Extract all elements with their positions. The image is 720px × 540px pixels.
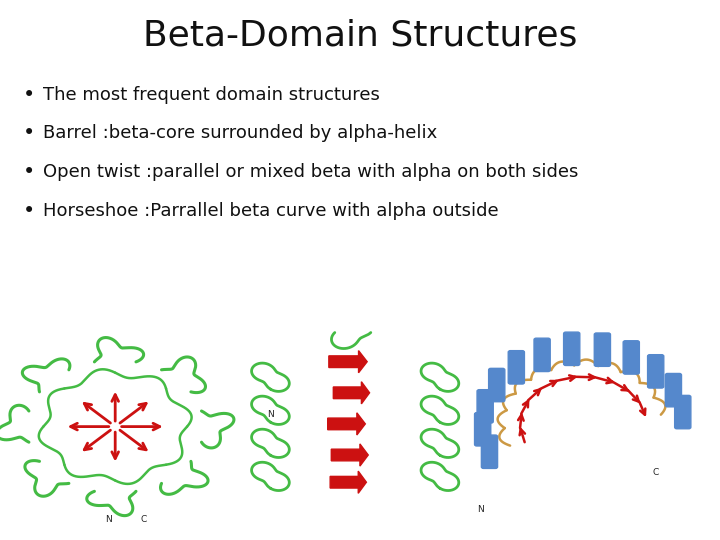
FancyBboxPatch shape (564, 332, 580, 366)
Text: Open twist :parallel or mixed beta with alpha on both sides: Open twist :parallel or mixed beta with … (43, 163, 579, 181)
FancyBboxPatch shape (647, 355, 664, 388)
Text: Horseshoe :Parrallel beta curve with alpha outside: Horseshoe :Parrallel beta curve with alp… (43, 202, 499, 220)
FancyArrow shape (330, 471, 366, 494)
FancyBboxPatch shape (665, 374, 682, 407)
Text: Beta-Domain Structures: Beta-Domain Structures (143, 19, 577, 53)
Text: Barrel :beta-core surrounded by alpha-helix: Barrel :beta-core surrounded by alpha-he… (43, 124, 438, 143)
FancyArrow shape (329, 350, 367, 373)
FancyArrow shape (331, 444, 368, 466)
FancyArrow shape (328, 413, 365, 435)
Text: The most frequent domain structures: The most frequent domain structures (43, 85, 380, 104)
Text: C: C (141, 515, 147, 524)
FancyArrow shape (333, 382, 369, 404)
FancyBboxPatch shape (534, 338, 550, 372)
FancyBboxPatch shape (675, 395, 691, 429)
FancyBboxPatch shape (508, 350, 524, 384)
Text: C: C (652, 468, 659, 477)
Text: •: • (22, 162, 35, 183)
FancyBboxPatch shape (594, 333, 611, 366)
Text: N: N (477, 505, 484, 514)
Text: •: • (22, 84, 35, 105)
FancyBboxPatch shape (482, 435, 498, 468)
FancyBboxPatch shape (489, 368, 505, 402)
FancyBboxPatch shape (474, 413, 491, 446)
Text: N: N (267, 410, 274, 418)
FancyBboxPatch shape (623, 341, 639, 374)
FancyBboxPatch shape (477, 390, 493, 423)
Text: •: • (22, 123, 35, 144)
Text: •: • (22, 201, 35, 221)
Text: N: N (104, 515, 112, 524)
